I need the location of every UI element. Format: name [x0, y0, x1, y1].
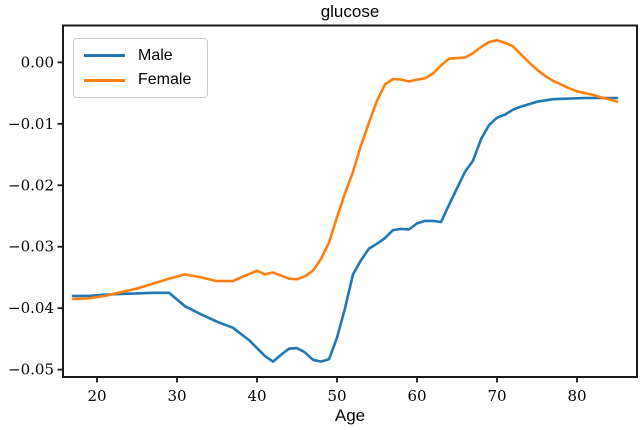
- y-tick-label: −0.03: [8, 238, 54, 256]
- x-tick-label: 60: [407, 387, 426, 405]
- legend-item-female: Female: [84, 72, 197, 88]
- legend-label-male: Male: [138, 46, 173, 64]
- x-tick-label: 20: [87, 387, 106, 405]
- y-tick-label: 0.00: [21, 53, 54, 71]
- x-tick-label: 70: [487, 387, 506, 405]
- x-tick-label: 80: [567, 387, 586, 405]
- female-line: [71, 38, 619, 301]
- y-tick-label: −0.02: [8, 176, 54, 194]
- y-tick-label: −0.01: [8, 115, 54, 133]
- x-tick-label: 40: [247, 387, 266, 405]
- chart-title: glucose: [320, 2, 380, 21]
- plot-frame: [62, 24, 638, 378]
- male-line-sample-icon: [84, 54, 125, 58]
- y-tick-label: −0.05: [8, 361, 54, 379]
- x-tick-label: 30: [167, 387, 186, 405]
- male-line: [71, 96, 619, 363]
- legend: Male Female: [73, 38, 208, 98]
- legend-label-female: Female: [138, 71, 192, 89]
- legend-item-male: Male: [84, 46, 197, 64]
- x-axis-label: Age: [334, 406, 366, 425]
- female-line-sample-icon: [84, 78, 125, 82]
- y-tick-label: −0.04: [8, 299, 54, 317]
- x-tick-label: 50: [327, 387, 346, 405]
